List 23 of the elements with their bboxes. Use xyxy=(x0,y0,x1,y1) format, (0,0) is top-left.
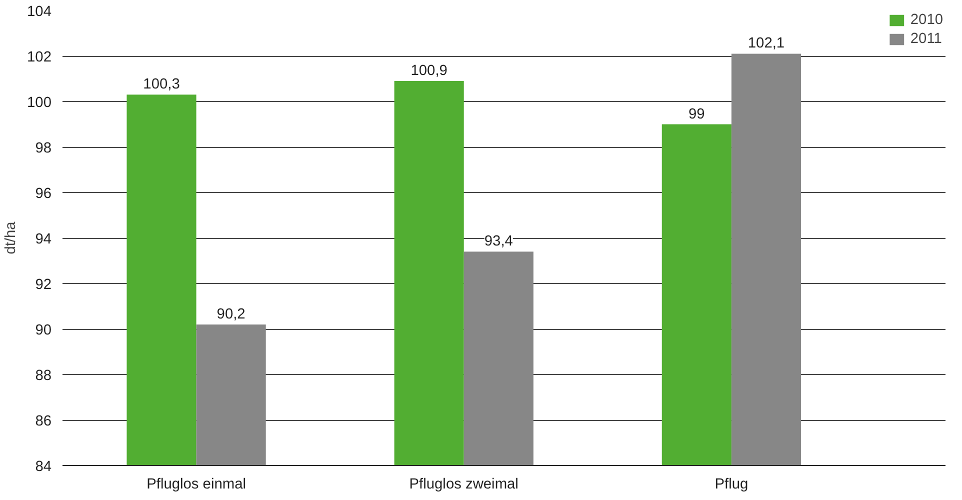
y-axis-title: dt/ha xyxy=(3,220,20,254)
legend-label: 2011 xyxy=(910,31,942,47)
data-label: 102,1 xyxy=(748,36,785,52)
y-tick-label: 104 xyxy=(27,4,52,20)
y-tick-label: 86 xyxy=(35,414,52,430)
y-tick-label: 94 xyxy=(35,232,52,248)
x-tick-label: Pflug xyxy=(714,476,748,492)
y-tick-label: 100 xyxy=(27,95,52,111)
data-label: 100,9 xyxy=(410,63,448,80)
y-tick-label: 88 xyxy=(35,368,52,384)
x-tick-label: Pfluglos einmal xyxy=(146,476,246,492)
y-tick-label: 90 xyxy=(35,322,52,338)
data-label: 99 xyxy=(688,106,705,122)
data-label: 100,3 xyxy=(143,76,180,93)
y-tick-label: 96 xyxy=(35,186,52,202)
y-tick-label: 98 xyxy=(35,140,52,156)
legend-label: 2010 xyxy=(910,12,943,28)
x-tick-label: Pfluglos zweimal xyxy=(409,476,518,492)
y-tick-label: 92 xyxy=(35,277,52,293)
y-tick-label: 102 xyxy=(27,50,52,66)
data-label: 93,4 xyxy=(484,234,513,250)
data-label: 90,2 xyxy=(216,306,246,322)
y-tick-label: 84 xyxy=(35,459,52,475)
